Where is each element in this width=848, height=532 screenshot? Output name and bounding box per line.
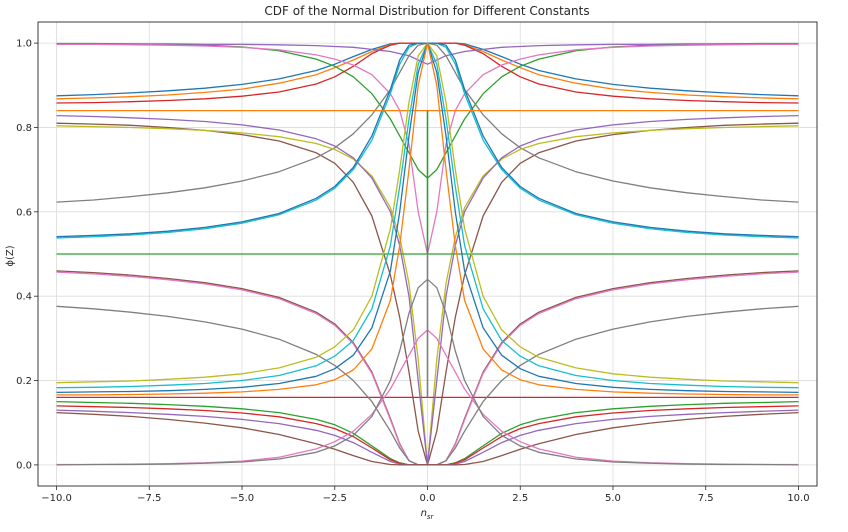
x-tick-label: 2.5 [512, 493, 528, 504]
x-tick-label: 7.5 [698, 493, 714, 504]
y-tick-label: 1.0 [16, 39, 32, 50]
x-tick-label: −2.5 [323, 493, 347, 504]
x-tick-label: −5.0 [230, 493, 254, 504]
y-tick-label: 0.4 [16, 292, 32, 303]
y-axis: 0.0 0.2 0.4 0.6 0.8 1.0 [16, 39, 38, 471]
x-tick-label: 10.0 [787, 493, 809, 504]
series-line [56, 43, 799, 65]
x-axis: −10.0 −7.5 −5.0 −2.5 0.0 2.5 5.0 7.5 10.0 [41, 486, 810, 504]
x-tick-label: 5.0 [605, 493, 621, 504]
x-tick-label: 0.0 [420, 493, 436, 504]
y-tick-label: 0.0 [16, 460, 32, 471]
y-tick-label: 0.8 [16, 123, 32, 134]
x-tick-label: −7.5 [137, 493, 161, 504]
chart-title: CDF of the Normal Distribution for Diffe… [264, 4, 589, 18]
series-line [56, 42, 799, 396]
x-axis-label: nsr [421, 508, 435, 521]
y-tick-label: 0.2 [16, 376, 32, 387]
y-tick-label: 0.6 [16, 207, 32, 218]
x-tick-label: −10.0 [41, 493, 72, 504]
y-axis-label: ϕ(Z) [5, 245, 16, 266]
series-line [56, 411, 799, 466]
